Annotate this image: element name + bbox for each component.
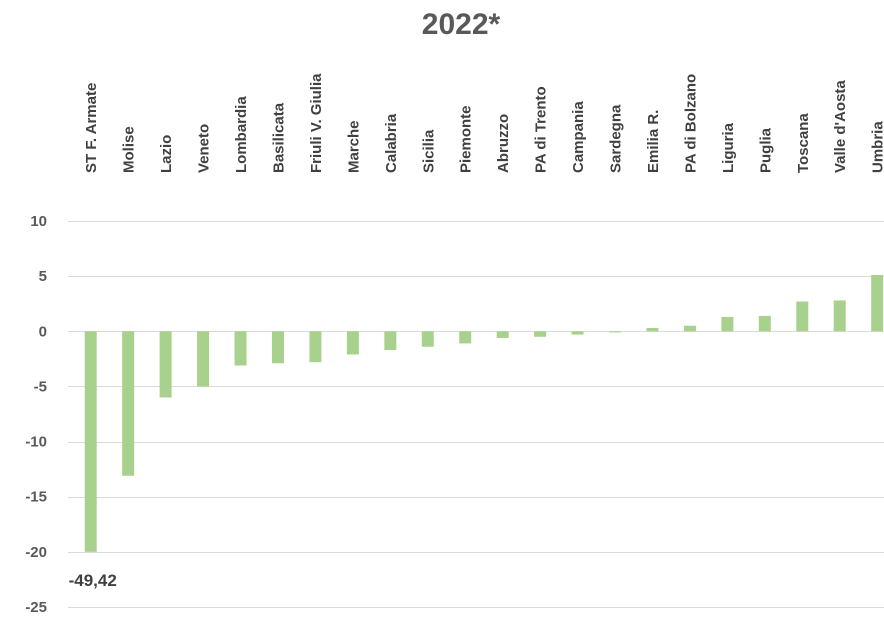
bar (534, 331, 547, 337)
category-label: Calabria (383, 113, 400, 173)
bar (309, 331, 322, 363)
bar (721, 316, 734, 332)
bars (84, 275, 884, 552)
category-label: Lombardia (233, 96, 250, 173)
category-label: PA di Bolzano (682, 74, 699, 173)
bar (609, 331, 622, 333)
y-tick-label: 10 (30, 213, 47, 230)
bar (459, 331, 472, 344)
category-label: Sardegna (608, 104, 625, 173)
bar (571, 331, 584, 335)
chart-title: 2022* (422, 8, 501, 41)
bar (683, 325, 696, 332)
bar (496, 331, 509, 338)
bar (796, 301, 809, 332)
category-labels: ST F. Armate Molise Lazio Veneto Lombardia Ba… (83, 73, 884, 173)
y-tick-label: -10 (25, 434, 47, 451)
category-label: Puglia (757, 127, 774, 173)
y-tick-label: -20 (25, 544, 47, 561)
y-tick-label: -15 (25, 489, 47, 506)
bar (122, 331, 135, 476)
bar (234, 331, 247, 366)
y-tick-label: -25 (25, 599, 47, 616)
category-label: Molise (121, 126, 138, 173)
bar (758, 315, 771, 332)
category-label: ST F. Armate (83, 83, 100, 173)
bar (421, 331, 434, 347)
bar (159, 331, 172, 398)
bar (346, 331, 359, 355)
bar (871, 275, 884, 332)
gridlines (68, 221, 884, 608)
bar (833, 300, 846, 332)
category-label: Sicilia (420, 129, 437, 173)
category-label: Friuli V. Giulia (308, 73, 325, 173)
category-label: PA di Trento (533, 86, 550, 173)
category-label: Valle d'Aosta (832, 80, 849, 173)
category-label: Liguria (720, 122, 737, 173)
y-tick-label: 0 (39, 323, 47, 340)
data-labels: -49,42 (69, 571, 117, 590)
bar (84, 331, 97, 552)
category-label: Umbria (870, 121, 884, 173)
category-label: Marche (345, 120, 362, 173)
category-label: Lazio (158, 135, 175, 173)
bar (646, 327, 659, 332)
category-label: Emilia R. (645, 110, 662, 173)
category-label: Abruzzo (495, 114, 512, 173)
bar (271, 331, 284, 364)
category-label: Veneto (196, 124, 213, 173)
y-tick-label: -5 (34, 378, 47, 395)
category-label: Basilicata (270, 102, 287, 173)
data-label: -49,42 (69, 571, 117, 590)
category-label: Campania (570, 101, 587, 173)
bar (197, 331, 210, 387)
category-label: Toscana (795, 113, 812, 173)
y-axis-tick-labels: 10 5 0 -5 -10 -15 -20 -25 (25, 213, 47, 616)
bar (384, 331, 397, 351)
y-tick-label: 5 (39, 268, 47, 285)
category-label: Piemonte (458, 105, 475, 173)
